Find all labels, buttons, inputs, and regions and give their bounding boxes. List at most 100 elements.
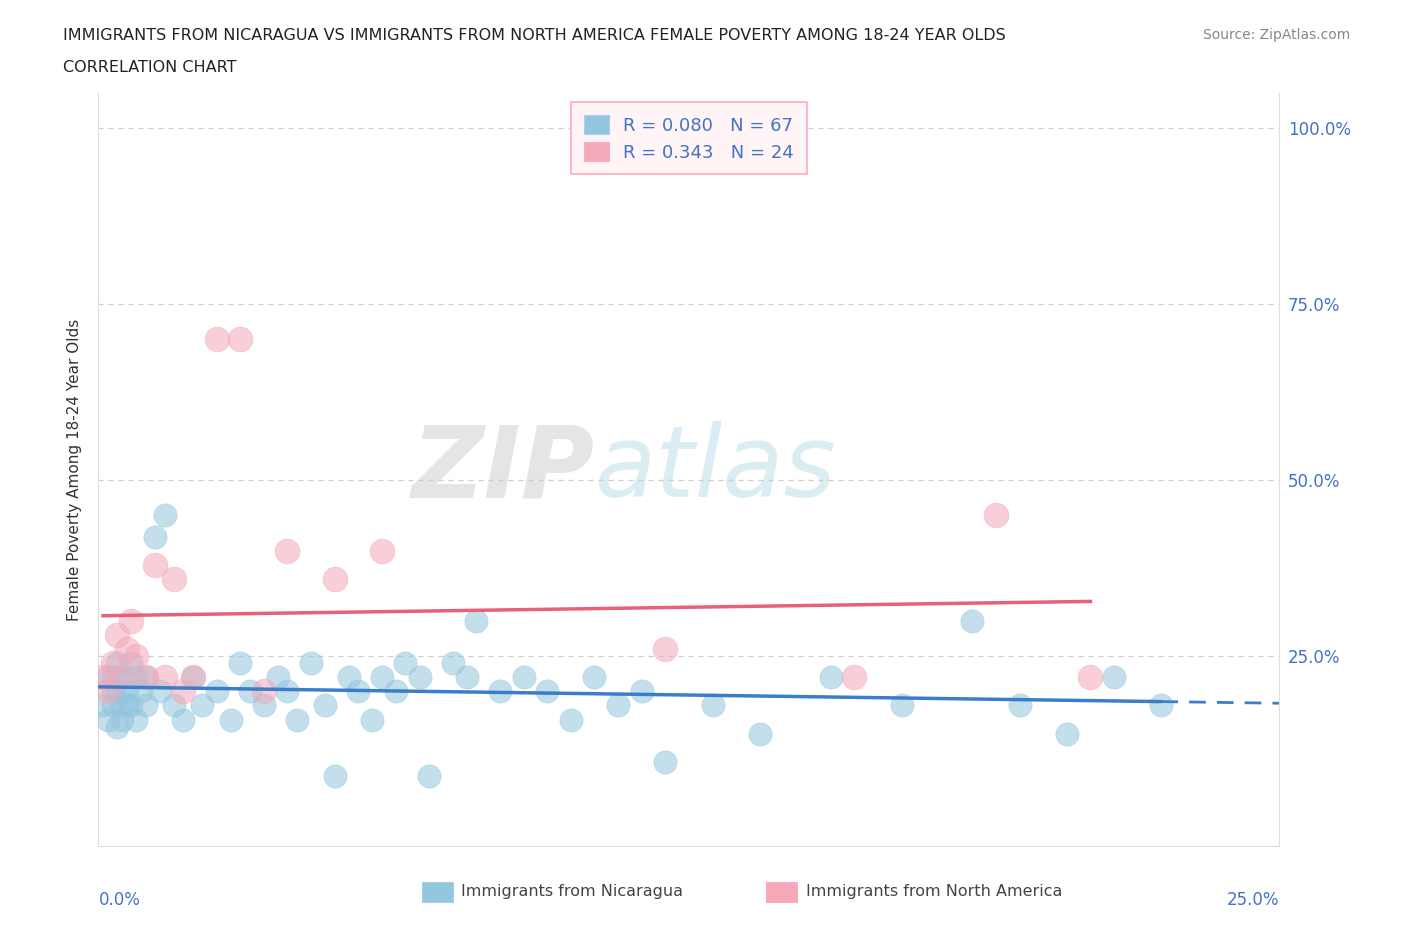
Point	[135, 670, 157, 684]
Point	[489, 684, 512, 698]
Point	[820, 670, 842, 684]
Point	[91, 698, 114, 713]
Point	[125, 670, 148, 684]
Point	[560, 712, 582, 727]
Point	[229, 656, 252, 671]
Point	[97, 670, 120, 684]
Point	[205, 684, 228, 698]
Point	[101, 656, 124, 671]
Point	[97, 712, 120, 727]
Point	[1150, 698, 1173, 713]
Point	[153, 670, 176, 684]
Point	[394, 656, 416, 671]
Point	[111, 698, 134, 713]
Legend: R = 0.080   N = 67, R = 0.343   N = 24: R = 0.080 N = 67, R = 0.343 N = 24	[571, 102, 807, 174]
Point	[229, 332, 252, 347]
Point	[163, 571, 186, 586]
Point	[149, 684, 172, 698]
Point	[115, 642, 138, 657]
Text: 0.0%: 0.0%	[98, 892, 141, 910]
Point	[253, 698, 276, 713]
Point	[441, 656, 464, 671]
Point	[1080, 670, 1102, 684]
Point	[143, 529, 166, 544]
Point	[371, 543, 394, 558]
Point	[630, 684, 652, 698]
Point	[143, 557, 166, 572]
Point	[205, 332, 228, 347]
Point	[105, 719, 128, 734]
Point	[253, 684, 276, 698]
Point	[1056, 726, 1078, 741]
Point	[456, 670, 478, 684]
Point	[536, 684, 558, 698]
Point	[361, 712, 384, 727]
Point	[465, 614, 488, 629]
Text: atlas: atlas	[595, 421, 837, 518]
Point	[607, 698, 630, 713]
Point	[121, 656, 143, 671]
Point	[314, 698, 336, 713]
Point	[347, 684, 370, 698]
Text: Source: ZipAtlas.com: Source: ZipAtlas.com	[1202, 28, 1350, 42]
Point	[1102, 670, 1125, 684]
Point	[748, 726, 770, 741]
Point	[172, 684, 194, 698]
Point	[337, 670, 360, 684]
Point	[371, 670, 394, 684]
Point	[385, 684, 408, 698]
Point	[984, 508, 1007, 523]
Point	[111, 670, 134, 684]
Point	[91, 670, 114, 684]
Point	[583, 670, 606, 684]
Point	[323, 571, 346, 586]
Point	[702, 698, 724, 713]
Point	[191, 698, 214, 713]
Point	[101, 670, 124, 684]
Text: 25.0%: 25.0%	[1227, 892, 1279, 910]
Point	[181, 670, 204, 684]
Point	[163, 698, 186, 713]
Point	[285, 712, 308, 727]
Point	[135, 670, 157, 684]
Point	[105, 684, 128, 698]
Point	[111, 670, 134, 684]
Point	[276, 543, 298, 558]
Point	[135, 698, 157, 713]
Text: Immigrants from North America: Immigrants from North America	[806, 884, 1062, 899]
Point	[125, 649, 148, 664]
Point	[125, 712, 148, 727]
Text: ZIP: ZIP	[412, 421, 595, 518]
Point	[267, 670, 290, 684]
Point	[654, 754, 676, 769]
Point	[219, 712, 242, 727]
Point	[181, 670, 204, 684]
Point	[121, 614, 143, 629]
Point	[111, 712, 134, 727]
Point	[172, 712, 194, 727]
Point	[105, 628, 128, 643]
Point	[115, 684, 138, 698]
Point	[323, 768, 346, 783]
Point	[844, 670, 866, 684]
Point	[153, 508, 176, 523]
Point	[1008, 698, 1031, 713]
Point	[121, 698, 143, 713]
Y-axis label: Female Poverty Among 18-24 Year Olds: Female Poverty Among 18-24 Year Olds	[67, 318, 83, 621]
Point	[115, 698, 138, 713]
Point	[654, 642, 676, 657]
Point	[962, 614, 984, 629]
Point	[101, 684, 124, 698]
Point	[276, 684, 298, 698]
Point	[418, 768, 440, 783]
Point	[105, 656, 128, 671]
Point	[129, 684, 152, 698]
Point	[890, 698, 912, 713]
Point	[512, 670, 534, 684]
Point	[239, 684, 262, 698]
Text: Immigrants from Nicaragua: Immigrants from Nicaragua	[461, 884, 683, 899]
Point	[97, 684, 120, 698]
Text: CORRELATION CHART: CORRELATION CHART	[63, 60, 236, 75]
Text: IMMIGRANTS FROM NICARAGUA VS IMMIGRANTS FROM NORTH AMERICA FEMALE POVERTY AMONG : IMMIGRANTS FROM NICARAGUA VS IMMIGRANTS …	[63, 28, 1007, 43]
Point	[408, 670, 430, 684]
